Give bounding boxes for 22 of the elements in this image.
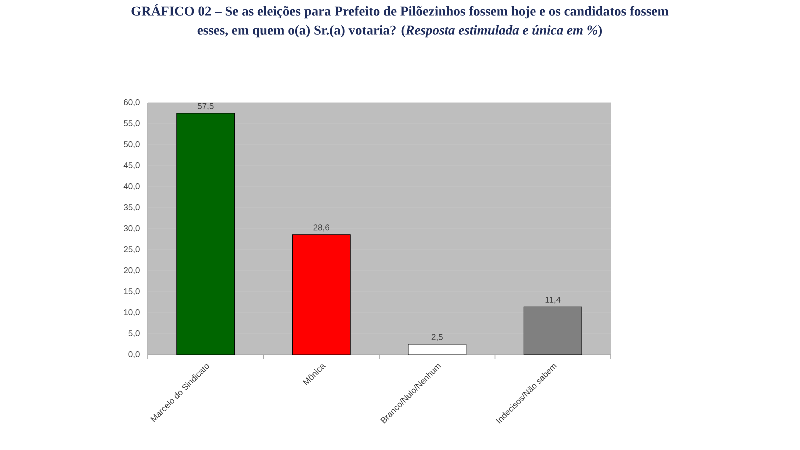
- y-tick-label: 15,0: [124, 288, 140, 296]
- bar: [292, 234, 351, 356]
- data-label: 28,6: [314, 224, 330, 232]
- y-tick-label: 0,0: [128, 351, 140, 359]
- data-label: 11,4: [546, 296, 561, 304]
- y-tick-label: 55,0: [124, 120, 140, 128]
- y-tick-label: 35,0: [124, 204, 140, 212]
- bar: [524, 306, 582, 356]
- data-label: 2,5: [432, 334, 443, 342]
- y-tick-label: 50,0: [124, 141, 140, 149]
- chart-title: GRÁFICO 02 – Se as eleições para Prefeito de Pilõezinhos fossem hoje e os candidatos fossem esses, em quem o(a) Sr.(a) votaria? (Resposta estimulada e única em %): [132, 4, 669, 38]
- y-tick-label: 10,0: [124, 309, 140, 317]
- y-tick-label: 40,0: [124, 183, 140, 191]
- y-tick-label: 5,0: [128, 330, 140, 338]
- y-tick-label: 25,0: [124, 246, 140, 254]
- data-label: 57,5: [198, 103, 214, 110]
- y-tick-label: 20,0: [124, 267, 140, 275]
- bar: [408, 344, 467, 356]
- bar: [176, 113, 236, 356]
- y-tick-label: 30,0: [124, 225, 140, 233]
- y-tick-label: 60,0: [124, 99, 140, 107]
- y-tick-label: 45,0: [124, 162, 140, 170]
